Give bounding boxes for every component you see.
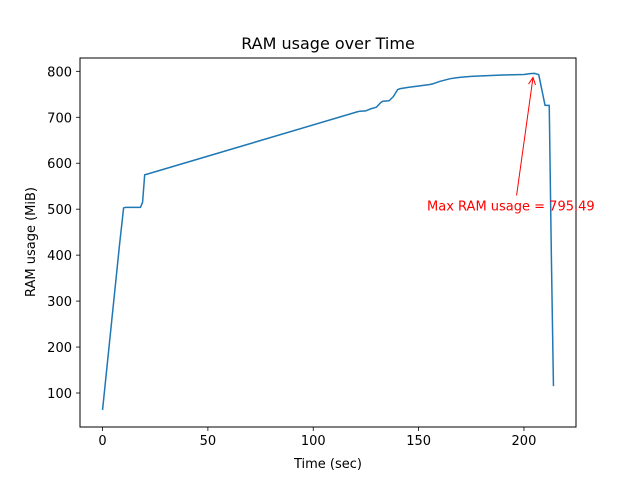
x-tick-label: 150	[406, 434, 431, 449]
y-tick-label: 400	[47, 249, 72, 264]
y-axis-label: RAM usage (MiB)	[24, 187, 39, 297]
plot-area	[101, 72, 555, 411]
x-tick-label: 50	[200, 434, 217, 449]
y-tick-label: 200	[47, 341, 72, 356]
annotation-arrow-head	[528, 76, 536, 86]
x-tick-label: 100	[301, 434, 326, 449]
series-line-0	[101, 72, 555, 411]
x-tick-label: 0	[98, 434, 106, 449]
y-tick-label: 500	[47, 203, 72, 218]
y-tick-label: 700	[47, 111, 72, 126]
y-tick-label: 600	[47, 157, 72, 172]
x-tick-label: 200	[512, 434, 537, 449]
max-annotation: Max RAM usage = 795.49	[427, 76, 595, 215]
y-axis-ticks: 100 200 300 400 500 600 700 800	[47, 65, 80, 402]
y-tick-label: 300	[47, 295, 72, 310]
annotation-arrow-line	[516, 77, 534, 196]
axes-frame	[79, 57, 577, 428]
x-axis-label: Time (sec)	[293, 457, 362, 472]
y-tick-label: 100	[47, 387, 72, 402]
annotation-text: Max RAM usage = 795.49	[427, 200, 595, 215]
chart-title: RAM usage over Time	[241, 34, 415, 53]
y-tick-label: 800	[47, 65, 72, 80]
x-axis-ticks: 0 50 100 150 200	[98, 427, 536, 449]
